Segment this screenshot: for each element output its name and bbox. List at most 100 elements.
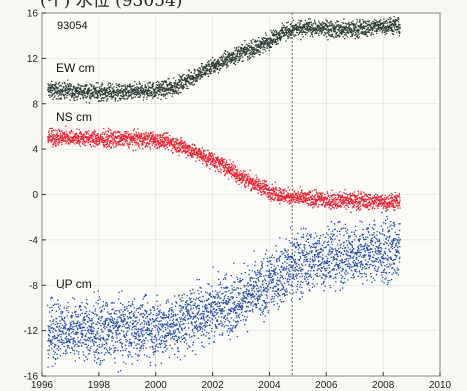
data-point (59, 88, 61, 91)
data-point (331, 198, 333, 200)
data-point (281, 196, 284, 198)
data-point (248, 52, 250, 55)
data-point (67, 143, 70, 145)
data-point (343, 22, 345, 24)
data-point (141, 137, 144, 139)
data-point (83, 96, 85, 98)
data-point (282, 31, 285, 33)
data-point (390, 27, 393, 29)
data-point (323, 205, 326, 207)
data-point (389, 21, 391, 24)
data-point (260, 41, 263, 43)
data-point (243, 174, 245, 176)
data-point (378, 26, 380, 28)
data-point (259, 190, 262, 192)
x-tick-label: 1996 (31, 380, 54, 391)
data-point (197, 150, 200, 152)
data-point (79, 140, 81, 142)
data-point (61, 89, 63, 91)
data-point (159, 85, 161, 87)
data-point (310, 195, 312, 198)
data-point (137, 128, 139, 130)
data-point (227, 178, 230, 180)
data-point (128, 135, 130, 137)
data-point (171, 143, 173, 146)
data-point (339, 191, 341, 193)
data-point (140, 92, 142, 94)
data-point (176, 143, 178, 145)
data-point (103, 93, 105, 96)
data-point (359, 198, 361, 200)
data-point (337, 204, 339, 206)
data-point (383, 22, 385, 25)
data-point (103, 144, 105, 147)
data-point (362, 19, 364, 21)
data-point (101, 96, 104, 99)
data-point (124, 84, 126, 86)
data-point (354, 34, 356, 37)
data-point (236, 171, 238, 173)
data-point (108, 93, 110, 96)
data-point (382, 26, 385, 28)
data-point (166, 142, 169, 144)
data-point (101, 93, 103, 96)
data-point (223, 52, 225, 54)
data-point (115, 143, 117, 145)
data-point (250, 181, 252, 183)
data-point (202, 157, 205, 159)
data-point (302, 192, 304, 195)
data-point (131, 138, 133, 140)
data-point (233, 47, 236, 49)
data-point (93, 85, 95, 87)
data-point (386, 22, 388, 24)
data-point (305, 33, 307, 36)
data-point (356, 36, 359, 38)
y-tick-label: -8 (29, 281, 38, 292)
data-point (181, 85, 183, 87)
data-point (164, 93, 166, 96)
data-point (137, 136, 139, 138)
data-point (344, 201, 346, 203)
data-point (97, 140, 99, 142)
data-point (132, 96, 135, 99)
data-point (135, 83, 138, 85)
data-point (320, 195, 322, 197)
data-point (61, 90, 63, 92)
data-point (131, 93, 133, 95)
data-point (145, 93, 148, 95)
data-point (91, 135, 93, 137)
data-point (175, 141, 177, 143)
data-point (322, 28, 325, 30)
data-point (285, 27, 288, 29)
data-point (63, 81, 66, 84)
data-point (191, 155, 193, 157)
data-point (390, 22, 392, 24)
data-point (70, 140, 73, 142)
data-point (343, 196, 345, 198)
data-point (196, 76, 199, 79)
data-point (357, 34, 359, 37)
data-point (252, 183, 255, 185)
data-point (300, 197, 302, 199)
data-point (342, 32, 344, 34)
data-point (157, 86, 160, 89)
data-point (228, 56, 230, 59)
data-point (73, 96, 75, 99)
data-point (297, 197, 299, 199)
data-point (114, 140, 117, 143)
data-point (329, 34, 331, 37)
data-point (353, 206, 355, 208)
data-point (116, 95, 119, 97)
data-point (357, 29, 359, 32)
data-point (183, 73, 185, 76)
data-point (92, 133, 94, 135)
data-point (124, 85, 126, 88)
data-point (234, 172, 236, 174)
data-point (131, 141, 133, 143)
data-point (226, 55, 229, 57)
data-point (255, 48, 257, 50)
data-point (174, 143, 176, 145)
data-point (307, 197, 309, 199)
data-point (182, 85, 184, 87)
data-point (92, 132, 95, 134)
